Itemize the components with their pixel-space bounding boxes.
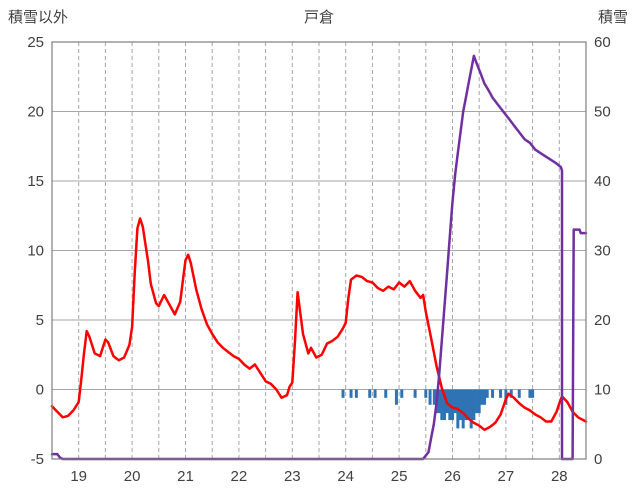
precipitation-bar: [440, 389, 444, 421]
precipitation-bar: [517, 389, 521, 398]
x-axis-tick: 28: [551, 468, 568, 485]
precipitation-bar: [428, 389, 432, 405]
right-axis-tick: 10: [594, 382, 611, 399]
right-axis-tick: 30: [594, 243, 611, 260]
precipitation-bar: [400, 389, 404, 398]
x-axis-tick: 26: [444, 468, 461, 485]
left-axis-tick: 15: [27, 173, 44, 190]
precipitation-bar: [442, 389, 446, 421]
snow-depth-line: [50, 54, 588, 461]
left-axis-tick: 20: [27, 104, 44, 121]
left-axis-tick: 10: [27, 243, 44, 260]
chart-title: 戸倉: [303, 9, 334, 26]
left-axis-title: 積雪以外: [8, 9, 69, 26]
right-axis-title: 積雪: [597, 9, 628, 26]
precipitation-bar: [467, 389, 471, 421]
precipitation-bar: [461, 389, 465, 429]
right-axis-tick: 60: [594, 34, 611, 51]
precipitation-bar: [341, 389, 345, 398]
left-axis-tick: -5: [31, 451, 44, 468]
plot-border: [51, 41, 587, 460]
precipitation-bar: [485, 389, 489, 398]
precipitation-bar: [491, 389, 495, 398]
precipitation-bar: [384, 389, 388, 398]
x-axis-tick: 24: [337, 468, 354, 485]
precipitation-bar: [437, 389, 441, 414]
right-axis-tick: 20: [594, 312, 611, 329]
precipitation-bar: [472, 389, 476, 421]
precipitation-bar: [349, 389, 353, 398]
left-axis-tick: 0: [36, 382, 44, 399]
precipitation-bar: [354, 389, 358, 398]
x-axis-tick: 27: [498, 468, 515, 485]
left-axis-tick: 25: [27, 34, 44, 51]
precipitation-bar: [483, 389, 487, 405]
precipitation-bar: [459, 389, 463, 421]
x-axis-tick: 21: [177, 468, 194, 485]
right-axis-tick: 0: [594, 451, 602, 468]
precipitation-bar: [453, 389, 457, 414]
precipitation-bar: [469, 389, 473, 429]
precipitation-bar: [531, 389, 535, 398]
precipitation-bar: [413, 389, 417, 398]
precipitation-bar: [475, 389, 479, 414]
x-axis-tick: 22: [231, 468, 248, 485]
precipitation-bar: [432, 389, 436, 405]
precipitation-bar: [499, 389, 503, 398]
precipitation-bar: [451, 389, 454, 421]
precipitation-bar: [394, 389, 398, 405]
precipitation-bar: [509, 389, 513, 398]
precipitation-bar: [373, 389, 377, 398]
precipitation-bar: [528, 389, 532, 398]
left-axis-tick: 5: [36, 312, 44, 329]
right-axis-tick: 50: [594, 104, 611, 121]
right-axis-tick: 40: [594, 173, 611, 190]
temperature-line: [50, 217, 588, 432]
precipitation-bar: [477, 389, 481, 414]
precipitation-bar: [464, 389, 468, 421]
x-axis-tick: 23: [284, 468, 301, 485]
x-axis-tick: 20: [124, 468, 141, 485]
x-axis-tick: 19: [70, 468, 87, 485]
x-axis-tick: 25: [391, 468, 408, 485]
precipitation-bar: [368, 389, 372, 398]
precipitation-bar: [480, 389, 484, 405]
precipitation-bar: [424, 389, 428, 398]
